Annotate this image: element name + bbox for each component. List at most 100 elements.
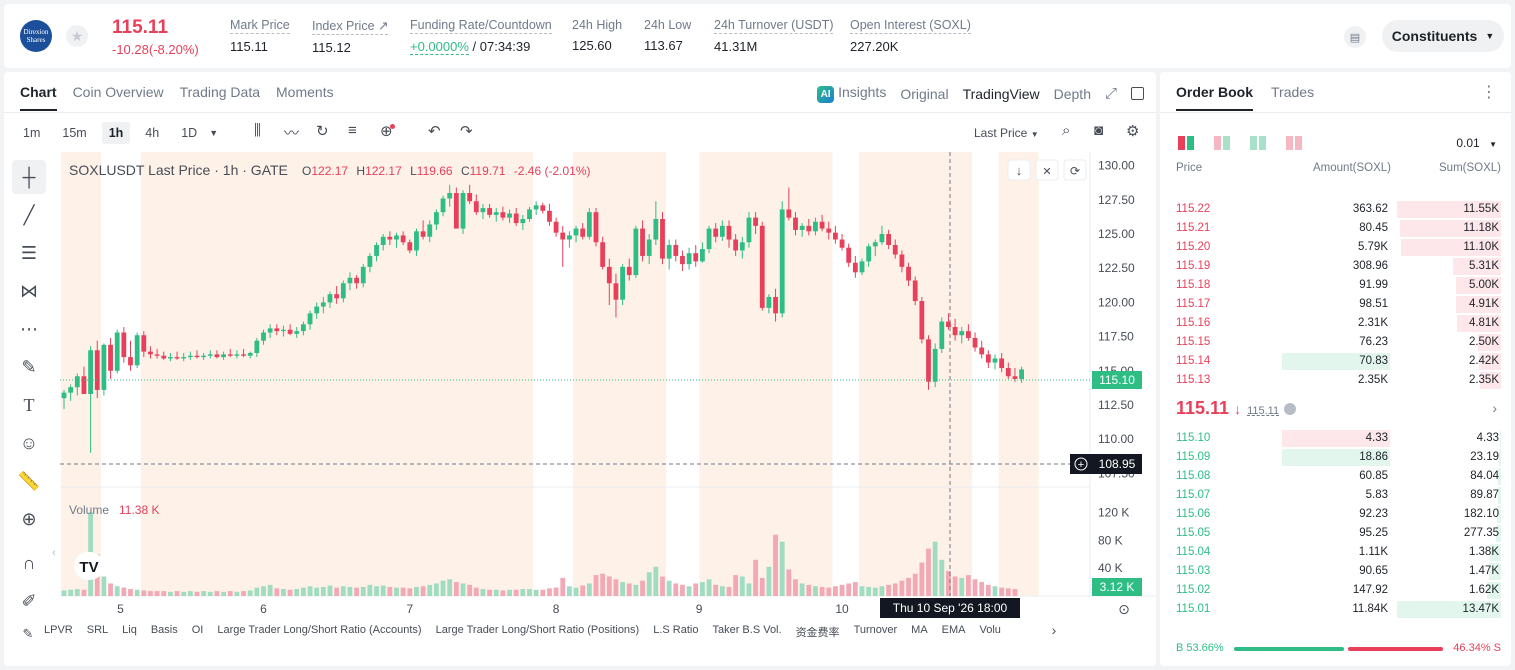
candle-type-icon[interactable]: ⫼ [254, 122, 261, 139]
ask-row[interactable]: 115.13 2.35K 2.35K [1160, 371, 1511, 390]
redo-icon[interactable]: ↷ [460, 123, 473, 140]
view-both-light-icon[interactable] [1214, 136, 1230, 150]
bid-row[interactable]: 115.08 60.85 84.04 [1160, 467, 1511, 486]
view-bids-icon[interactable] [1250, 136, 1266, 150]
stat-mark-price[interactable]: Mark Price 115.11 [230, 18, 290, 54]
more-vertical-icon[interactable]: ⋮ [1481, 84, 1497, 101]
tab-moments[interactable]: Moments [276, 84, 334, 100]
add-alert-icon[interactable] [1074, 457, 1088, 471]
ask-row[interactable]: 115.21 80.45 11.18K [1160, 219, 1511, 238]
camera-icon[interactable]: ◙ [1094, 122, 1104, 139]
ask-row[interactable]: 115.15 76.23 2.50K [1160, 333, 1511, 352]
text-tool-icon[interactable]: T [23, 394, 35, 415]
bid-row[interactable]: 115.05 95.25 277.35 [1160, 524, 1511, 543]
indicator-12[interactable]: EMA [941, 624, 966, 636]
zoom-in-icon[interactable]: ⊕ [21, 508, 37, 529]
bid-row[interactable]: 115.10 4.33 4.33 [1160, 429, 1511, 448]
ask-row[interactable]: 115.19 308.96 5.31K [1160, 257, 1511, 276]
ask-row[interactable]: 115.22 363.62 11.55K [1160, 200, 1511, 219]
stat-24h-turnover[interactable]: 24h Turnover (USDT) 41.31M [714, 18, 834, 54]
indicator-1[interactable]: SRL [86, 624, 109, 636]
add-indicator-icon[interactable]: ⊕ [380, 123, 395, 140]
bid-row[interactable]: 115.07 5.83 89.87 [1160, 486, 1511, 505]
chevron-right-icon[interactable]: › [1492, 400, 1497, 416]
search-icon[interactable]: ⌕ [1062, 122, 1071, 139]
expand-icon[interactable]: ⤢ [1104, 85, 1117, 102]
scroll-down-button[interactable] [1007, 159, 1031, 181]
ask-row[interactable]: 115.14 70.83 2.42K [1160, 352, 1511, 371]
candlestick-chart[interactable]: 130.00 127.50 125.00 122.50 120.00 117.50 115.… [4, 72, 1156, 666]
tab-coin-overview[interactable]: Coin Overview [72, 84, 164, 100]
indicator-2[interactable]: Liq [122, 624, 137, 636]
bid-row[interactable]: 115.04 1.11K 1.38K [1160, 543, 1511, 562]
pattern-icon[interactable]: ⋈ [20, 280, 38, 301]
book-icon[interactable]: ▤ [1344, 26, 1366, 48]
ask-row[interactable]: 115.18 91.99 5.00K [1160, 276, 1511, 295]
templates-icon[interactable]: ≡ [348, 122, 357, 139]
fib-icon[interactable]: ⋯ [20, 318, 38, 339]
bid-row[interactable]: 115.06 92.23 182.10 [1160, 505, 1511, 524]
pencil-lock-icon[interactable]: ✐ [21, 590, 37, 611]
indicator-5[interactable]: Large Trader Long/Short Ratio (Accounts) [217, 624, 422, 636]
tab-original[interactable]: Original [900, 85, 949, 102]
bid-row[interactable]: 115.03 90.65 1.47K [1160, 562, 1511, 581]
time-settings-icon[interactable]: ⊙ [1118, 601, 1130, 617]
layout-square-icon[interactable] [1131, 87, 1144, 100]
constituents-dropdown[interactable]: Constituents ▼ [1382, 20, 1504, 52]
timeframe-1h[interactable]: 1h [101, 122, 131, 144]
ask-row[interactable]: 115.16 2.31K 4.81K [1160, 314, 1511, 333]
timeframe-1m[interactable]: 1m [23, 126, 41, 140]
emoji-icon[interactable]: ☺ [19, 432, 39, 453]
favorite-star-icon[interactable]: ★ [66, 25, 88, 47]
last-price-select[interactable]: Last Price ▼ [974, 126, 1039, 140]
magnet-icon[interactable]: ∩ [22, 552, 36, 573]
stat-index-price[interactable]: Index Price ↗ 115.12 [312, 18, 389, 55]
bid-row[interactable]: 115.01 11.84K 13.47K [1160, 600, 1511, 619]
tab-depth[interactable]: Depth [1053, 85, 1091, 102]
bid-row[interactable]: 115.09 18.86 23.19 [1160, 448, 1511, 467]
timeframe-15m[interactable]: 15m [62, 126, 87, 140]
tab-order-book[interactable]: Order Book [1176, 84, 1254, 111]
view-both-icon[interactable] [1178, 136, 1194, 150]
trend-line-icon[interactable]: ╱ [23, 204, 35, 225]
ask-row[interactable]: 115.20 5.79K 11.10K [1160, 238, 1511, 257]
stat-funding-rate[interactable]: Funding Rate/Countdown +0.0000% / 07:34:… [410, 18, 552, 55]
indicator-6[interactable]: Large Trader Long/Short Ratio (Positions… [435, 624, 640, 636]
ask-row[interactable]: 115.17 98.51 4.91K [1160, 295, 1511, 314]
tick-size-select[interactable]: 0.01 ▼ [1456, 136, 1497, 150]
ruler-icon[interactable]: 📏 [17, 470, 41, 491]
indicator-4[interactable]: OI [191, 624, 204, 636]
tab-insights[interactable]: AI Insights [817, 84, 886, 103]
tab-trading-data[interactable]: Trading Data [179, 84, 261, 100]
view-asks-icon[interactable] [1286, 136, 1302, 150]
info-icon[interactable] [1284, 403, 1297, 416]
indicator-13[interactable]: Volu [979, 624, 1001, 636]
indicator-edit-icon[interactable]: ✎ [23, 626, 34, 641]
autoscale-button[interactable] [1063, 159, 1087, 181]
timeframe-caret-icon[interactable]: ▼ [209, 128, 219, 138]
settings-gear-icon[interactable]: ⚙ [1126, 123, 1140, 140]
collapse-button[interactable] [1035, 159, 1059, 181]
undo-icon[interactable]: ↶ [428, 123, 441, 140]
tab-tradingview[interactable]: TradingView [962, 85, 1040, 102]
timeframe-4h[interactable]: 4h [145, 126, 160, 140]
bid-row[interactable]: 115.02 147.92 1.62K [1160, 581, 1511, 600]
brush-icon[interactable]: ✎ [21, 356, 37, 377]
crosshair-icon[interactable]: ┼ [12, 160, 46, 194]
stat-open-interest[interactable]: Open Interest (SOXL) 227.20K [850, 18, 971, 54]
indicators-icon[interactable]: 〰 [284, 125, 300, 142]
indicator-10[interactable]: Turnover [853, 624, 898, 636]
horizontal-lines-icon[interactable]: ☰ [20, 242, 38, 263]
indicators-scroll-right-icon[interactable]: › [1052, 622, 1057, 638]
indicator-3[interactable]: Basis [150, 624, 178, 636]
timeframe-1d[interactable]: 1D [181, 126, 198, 140]
tab-chart[interactable]: Chart [20, 84, 57, 111]
indicator-8[interactable]: Taker B.S Vol. [712, 624, 782, 636]
collapse-left-icon[interactable]: ‹ [52, 547, 56, 559]
indicator-7[interactable]: L.S Ratio [653, 624, 699, 636]
refresh-icon[interactable]: ↻ [316, 123, 329, 140]
indicator-0[interactable]: LPVR [44, 624, 73, 636]
tab-trades[interactable]: Trades [1271, 84, 1315, 100]
indicator-9[interactable]: 资金费率 [795, 627, 840, 639]
indicator-11[interactable]: MA [911, 624, 928, 636]
